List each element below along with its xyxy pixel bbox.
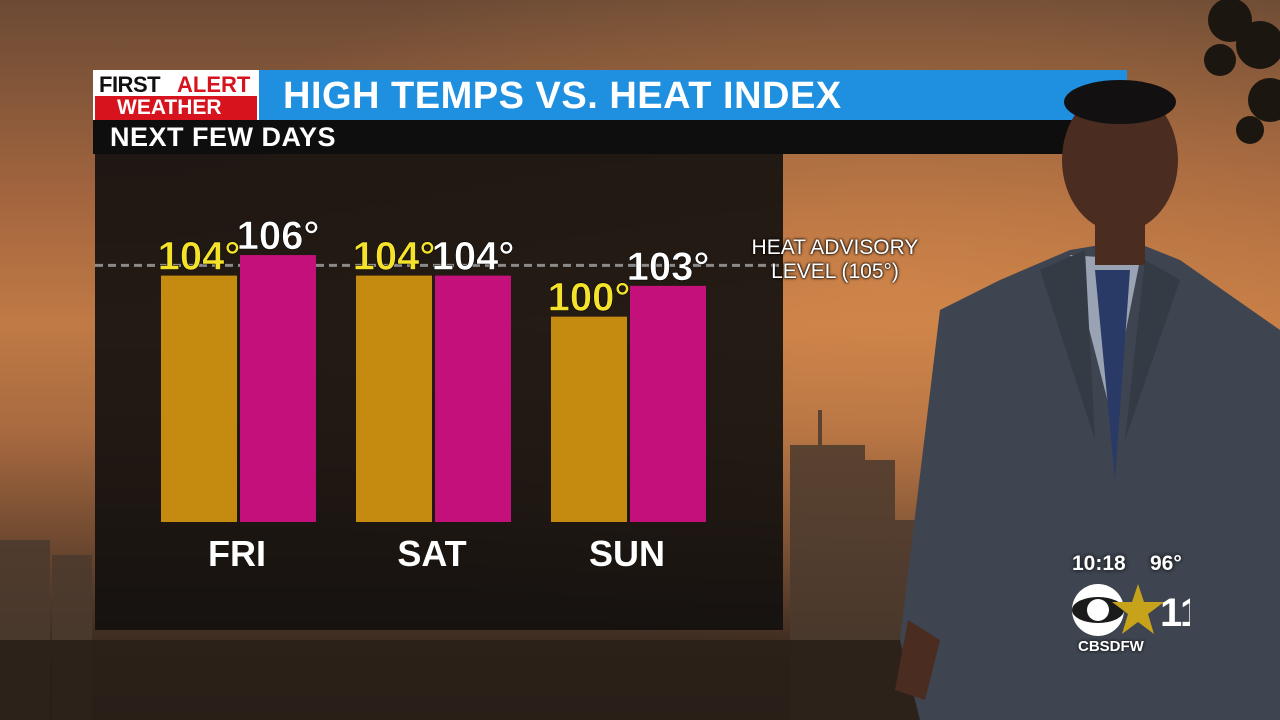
presenter-figure <box>895 80 1280 720</box>
data-label-sat-series-2: 104° <box>432 235 515 279</box>
bar-sat-series-1 <box>356 275 432 522</box>
bar-sun-series-1 <box>551 316 627 522</box>
chart-subtitle: NEXT FEW DAYS <box>110 122 337 152</box>
heat-advisory-label: HEAT ADVISORY LEVEL (105°) <box>735 236 935 284</box>
social-handle: CBSDFW <box>1078 638 1144 655</box>
category-label-sat: SAT <box>397 533 466 574</box>
logo-first-text: FIRST <box>99 72 161 97</box>
bug-time: 10:18 <box>1072 552 1126 575</box>
category-label-fri: FRI <box>208 533 266 574</box>
logo-weather-text: WEATHER <box>95 96 257 120</box>
bar-sat-series-2 <box>435 275 511 522</box>
chart-panel: 104° 106° FRI 104° 104° SAT 100° 103° SUN <box>95 154 783 630</box>
chart-title: HIGH TEMPS VS. HEAT INDEX <box>283 75 842 117</box>
first-alert-weather-logo: FIRST ALERT WEATHER <box>93 70 259 120</box>
bug-temperature: 96° <box>1150 552 1182 575</box>
bar-sun-series-2 <box>630 285 706 522</box>
tree-foliage <box>1204 0 1280 144</box>
channel-number: 11 <box>1160 591 1190 635</box>
category-label-sun: SUN <box>589 533 665 574</box>
advisory-line-2: LEVEL (105°) <box>771 260 899 283</box>
advisory-line-1: HEAT ADVISORY <box>751 236 919 259</box>
data-label-fri-series-1: 104° <box>158 235 241 279</box>
data-label-fri-series-2: 106° <box>237 214 320 258</box>
data-label-sun-series-2: 103° <box>627 245 710 289</box>
data-label-sun-series-1: 100° <box>548 276 631 320</box>
bar-fri-series-2 <box>240 255 316 523</box>
bar-fri-series-1 <box>161 275 237 522</box>
title-bar: HIGH TEMPS VS. HEAT INDEX <box>259 70 1127 120</box>
subtitle-bar: NEXT FEW DAYS <box>93 120 1127 154</box>
data-label-sat-series-1: 104° <box>353 235 436 279</box>
cbs-11-logo: 11 <box>1072 584 1190 636</box>
logo-alert-text: ALERT <box>177 72 251 97</box>
